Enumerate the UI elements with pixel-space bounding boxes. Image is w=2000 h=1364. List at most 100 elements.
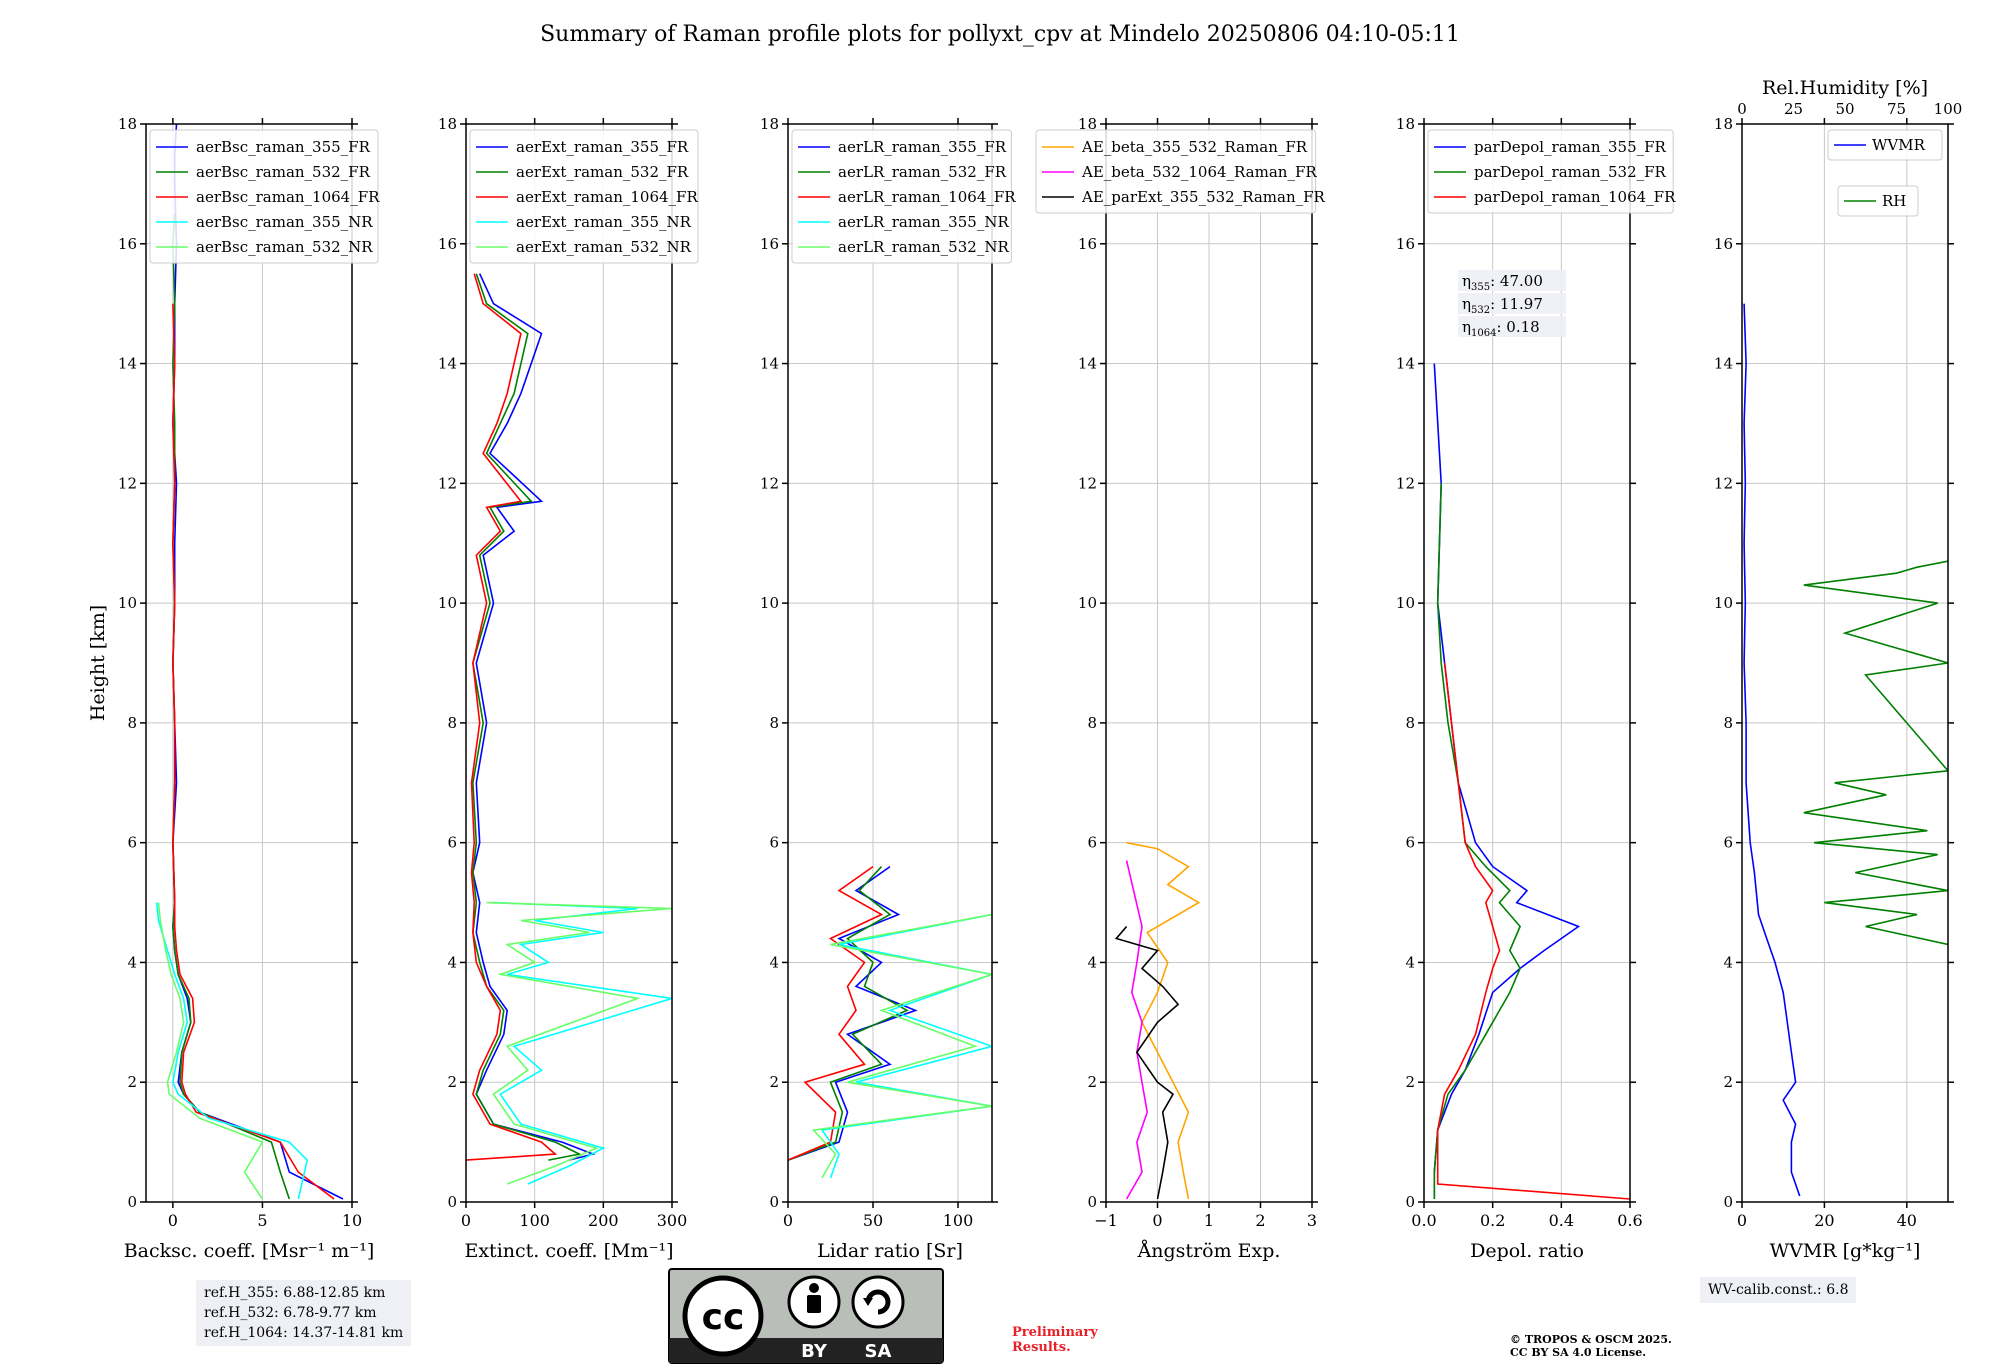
y-tick-label: 14 — [760, 355, 779, 373]
figure-title: Summary of Raman profile plots for polly… — [540, 22, 1460, 47]
legend-label: parDepol_raman_355_FR — [1474, 138, 1667, 156]
eta-box — [1458, 293, 1566, 314]
y-tick-label: 10 — [438, 594, 457, 612]
series-line-aerBsc_raman_532_FR — [172, 213, 291, 1200]
preliminary-line-1: Preliminary — [1012, 1325, 1098, 1340]
series-line-AE_beta_355_532_Raman_FR — [1126, 841, 1201, 1200]
x-tick-label: 50 — [863, 1211, 883, 1230]
y-tick-label: 2 — [127, 1073, 137, 1091]
series-line-aerLR_raman_532_FR — [788, 866, 909, 1161]
wv-calib-box: WV-calib.const.: 6.8 — [1700, 1277, 1857, 1303]
top-x-axis-label: Rel.Humidity [%] — [1762, 77, 1928, 99]
y-tick-label: 8 — [1087, 714, 1097, 732]
legend-label: aerBsc_raman_532_NR — [196, 238, 373, 256]
x-tick-label: 0.0 — [1411, 1211, 1436, 1230]
y-tick-label: 6 — [769, 834, 779, 852]
y-tick-label: 10 — [1078, 594, 1097, 612]
eta-label: η532: 11.97 — [1462, 295, 1543, 316]
copyright-note: © TROPOS & OSCM 2025. CC BY SA 4.0 Licen… — [1510, 1333, 1672, 1359]
y-tick-label: 0 — [1405, 1193, 1415, 1211]
y-tick-label: 8 — [1723, 714, 1733, 732]
series-group — [1114, 841, 1201, 1200]
plot-frame — [1423, 123, 1631, 1203]
wv-calib-text: WV-calib.const.: 6.8 — [1708, 1282, 1849, 1298]
y-tick-label: 4 — [447, 953, 457, 971]
y-tick-label: 10 — [1396, 594, 1415, 612]
x-tick-label: 100 — [943, 1211, 974, 1230]
legend-label: aerLR_raman_355_NR — [838, 213, 1009, 231]
panel-2: 0 2 4 6 8 10 12 14 16 18 0 100 200 300 Extinct. coeff.… — [438, 115, 699, 1262]
y-tick-label: 2 — [1405, 1073, 1415, 1091]
series-line-aerExt_raman_532_NR — [486, 901, 672, 1185]
copyright-line-1: © TROPOS & OSCM 2025. — [1510, 1333, 1672, 1346]
series-line-aerExt_raman_355_FR — [472, 273, 596, 1161]
plot-frame — [465, 123, 673, 1203]
legend-label: aerLR_raman_532_FR — [838, 163, 1007, 181]
series-line-RH — [1803, 560, 1948, 946]
panel-5: 0 2 4 6 8 10 12 14 16 18 0.0 0.2 0.4 0.6 Depol. ratio p… — [1396, 115, 1676, 1262]
plot-frame — [1741, 123, 1949, 1203]
refh-532-text: ref.H_532: 6.78-9.77 km — [204, 1305, 377, 1321]
y-tick-label: 4 — [1405, 953, 1415, 971]
legend-label: aerExt_raman_355_FR — [516, 138, 689, 156]
x-tick-label: 0.2 — [1480, 1211, 1505, 1230]
legend-label: aerBsc_raman_355_NR — [196, 213, 373, 231]
y-tick-label: 2 — [1723, 1073, 1733, 1091]
refh-355-text: ref.H_355: 6.88-12.85 km — [204, 1285, 386, 1301]
y-tick-label: 0 — [127, 1193, 137, 1211]
x-axis-label: Lidar ratio [Sr] — [817, 1240, 963, 1262]
x-tick-label: 0 — [461, 1211, 471, 1230]
y-tick-label: 12 — [1714, 474, 1733, 492]
series-group — [788, 865, 992, 1179]
x-tick-label: 200 — [588, 1211, 619, 1230]
plot-frame — [787, 123, 993, 1203]
legend-box — [1427, 129, 1674, 214]
legend-label: AE_beta_532_1064_Raman_FR — [1081, 163, 1317, 181]
series-line-parDepol_raman_532_FR — [1433, 483, 1522, 1199]
y-tick-label: 10 — [118, 594, 137, 612]
top-x-tick-label: 75 — [1887, 100, 1906, 118]
y-tick-label: 0 — [769, 1193, 779, 1211]
top-x-tick-label: 100 — [1934, 100, 1963, 118]
y-tick-label: 0 — [1087, 1193, 1097, 1211]
eta-box — [1458, 316, 1566, 337]
y-tick-label: 14 — [118, 355, 137, 373]
x-axis-label: Backsc. coeff. [Msr⁻¹ m⁻¹] — [124, 1240, 375, 1262]
series-line-aerBsc_raman_532_NR — [157, 902, 264, 1200]
y-tick-label: 12 — [1396, 474, 1415, 492]
reference-height-box: ref.H_355: 6.88-12.85 km ref.H_532: 6.78… — [196, 1280, 412, 1346]
y-tick-label: 16 — [1078, 235, 1097, 253]
legend: parDepol_raman_355_FR parDepol_raman_532_… — [1427, 129, 1676, 214]
y-tick-label: 18 — [1078, 115, 1097, 133]
legend-label: aerLR_raman_1064_FR — [838, 188, 1016, 206]
y-tick-label: 0 — [1723, 1193, 1733, 1211]
top-x-tick-label: 25 — [1784, 100, 1803, 118]
y-tick-label: 2 — [769, 1073, 779, 1091]
eta-label: η1064: 0.18 — [1462, 318, 1540, 339]
series-line-aerLR_raman_355_FR — [788, 865, 918, 1161]
y-tick-label: 8 — [1405, 714, 1415, 732]
x-axis-label: Depol. ratio — [1470, 1240, 1584, 1262]
y-tick-label: 4 — [769, 953, 779, 971]
legend: aerLR_raman_355_FR aerLR_raman_532_FR aerL… — [791, 129, 1016, 264]
x-tick-label: 300 — [657, 1211, 688, 1230]
preliminary-line-2: Results. — [1012, 1340, 1071, 1355]
series-line-WVMR — [1743, 303, 1801, 1197]
x-tick-label: −1 — [1094, 1211, 1118, 1230]
legend-label: AE_beta_355_532_Raman_FR — [1081, 138, 1308, 156]
legend-label: aerExt_raman_532_NR — [516, 238, 692, 256]
y-tick-label: 18 — [438, 115, 457, 133]
y-tick-label: 16 — [1396, 235, 1415, 253]
y-axis-label: Height [km] — [87, 605, 109, 721]
y-tick-label: 2 — [447, 1073, 457, 1091]
top-x-tick-label: 0 — [1737, 100, 1747, 118]
y-tick-label: 18 — [1396, 115, 1415, 133]
top-x-tick-label: 50 — [1835, 100, 1854, 118]
legend-box — [1837, 185, 1919, 217]
y-tick-label: 2 — [1087, 1073, 1097, 1091]
plot-frame — [145, 123, 353, 1203]
legend-label: aerLR_raman_355_FR — [838, 138, 1007, 156]
